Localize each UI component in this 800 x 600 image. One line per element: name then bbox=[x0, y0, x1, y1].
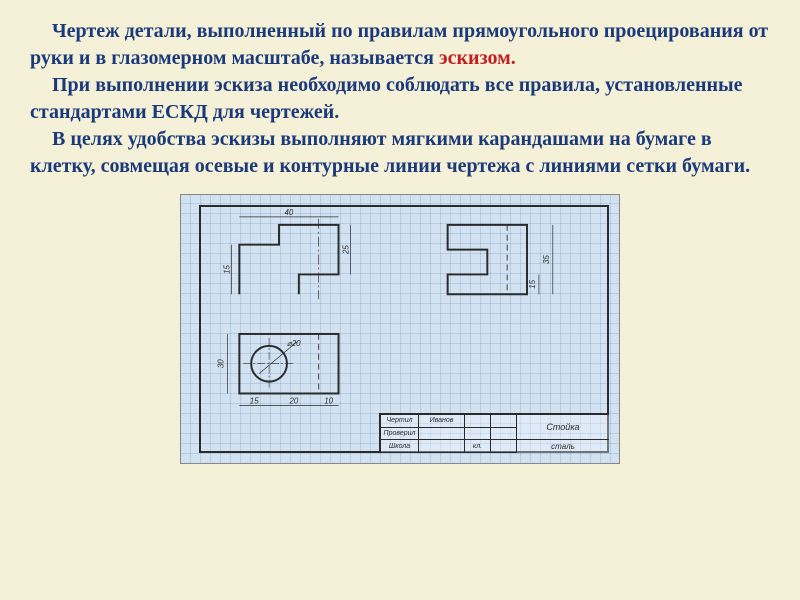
dim-side-15: 15 bbox=[528, 279, 537, 288]
dim-diameter: ⌀20 bbox=[287, 339, 301, 348]
dim-seg-10: 10 bbox=[324, 396, 333, 405]
side-outline bbox=[448, 225, 527, 294]
title-block: Чертил Иванов Стойка Проверил Школа кл. … bbox=[379, 413, 609, 453]
dim-top-width: 40 bbox=[285, 208, 294, 217]
tb-r2c1: Проверил bbox=[381, 428, 419, 441]
dim-seg-20: 20 bbox=[288, 396, 298, 405]
front-outline bbox=[239, 225, 338, 294]
tb-r2c2 bbox=[419, 428, 465, 441]
dim-front-h25: 25 bbox=[341, 245, 350, 255]
side-view: 35 15 bbox=[448, 225, 553, 294]
tb-material: сталь bbox=[517, 440, 609, 453]
tb-r3c1: Школа bbox=[381, 440, 419, 453]
tb-r1c4 bbox=[491, 415, 517, 428]
tb-r2c4 bbox=[491, 428, 517, 441]
tb-r2c3 bbox=[465, 428, 491, 441]
dim-front-h15: 15 bbox=[222, 264, 231, 273]
bottom-view: ⌀20 30 15 20 10 bbox=[216, 334, 338, 405]
drawing-frame: 40 15 25 35 15 bbox=[180, 194, 620, 464]
tb-r1c2: Иванов bbox=[419, 415, 465, 428]
p1-highlight: эскизом. bbox=[439, 47, 516, 69]
tb-r3c2 bbox=[419, 440, 465, 453]
tb-r3c3: кл. bbox=[465, 440, 491, 453]
dim-side-35: 35 bbox=[542, 255, 551, 264]
dim-bottom-30: 30 bbox=[216, 359, 225, 368]
tb-r1c1: Чертил bbox=[381, 415, 419, 428]
tb-r3c4 bbox=[491, 440, 517, 453]
tb-r1c3 bbox=[465, 415, 491, 428]
p1-leader: Чертеж детали, выполненный по правилам п… bbox=[30, 20, 768, 69]
paragraph-3: В целях удобства эскизы выполняют мягким… bbox=[30, 126, 770, 180]
paragraph-2: При выполнении эскиза необходимо соблюда… bbox=[30, 72, 770, 126]
drawing-container: 40 15 25 35 15 bbox=[30, 194, 770, 464]
tb-part-name: Стойка bbox=[517, 415, 609, 440]
dim-seg-15: 15 bbox=[250, 396, 259, 405]
paragraph-1: Чертеж детали, выполненный по правилам п… bbox=[30, 18, 770, 72]
front-view: 40 15 25 bbox=[222, 208, 350, 299]
slide-text: Чертеж детали, выполненный по правилам п… bbox=[30, 18, 770, 180]
